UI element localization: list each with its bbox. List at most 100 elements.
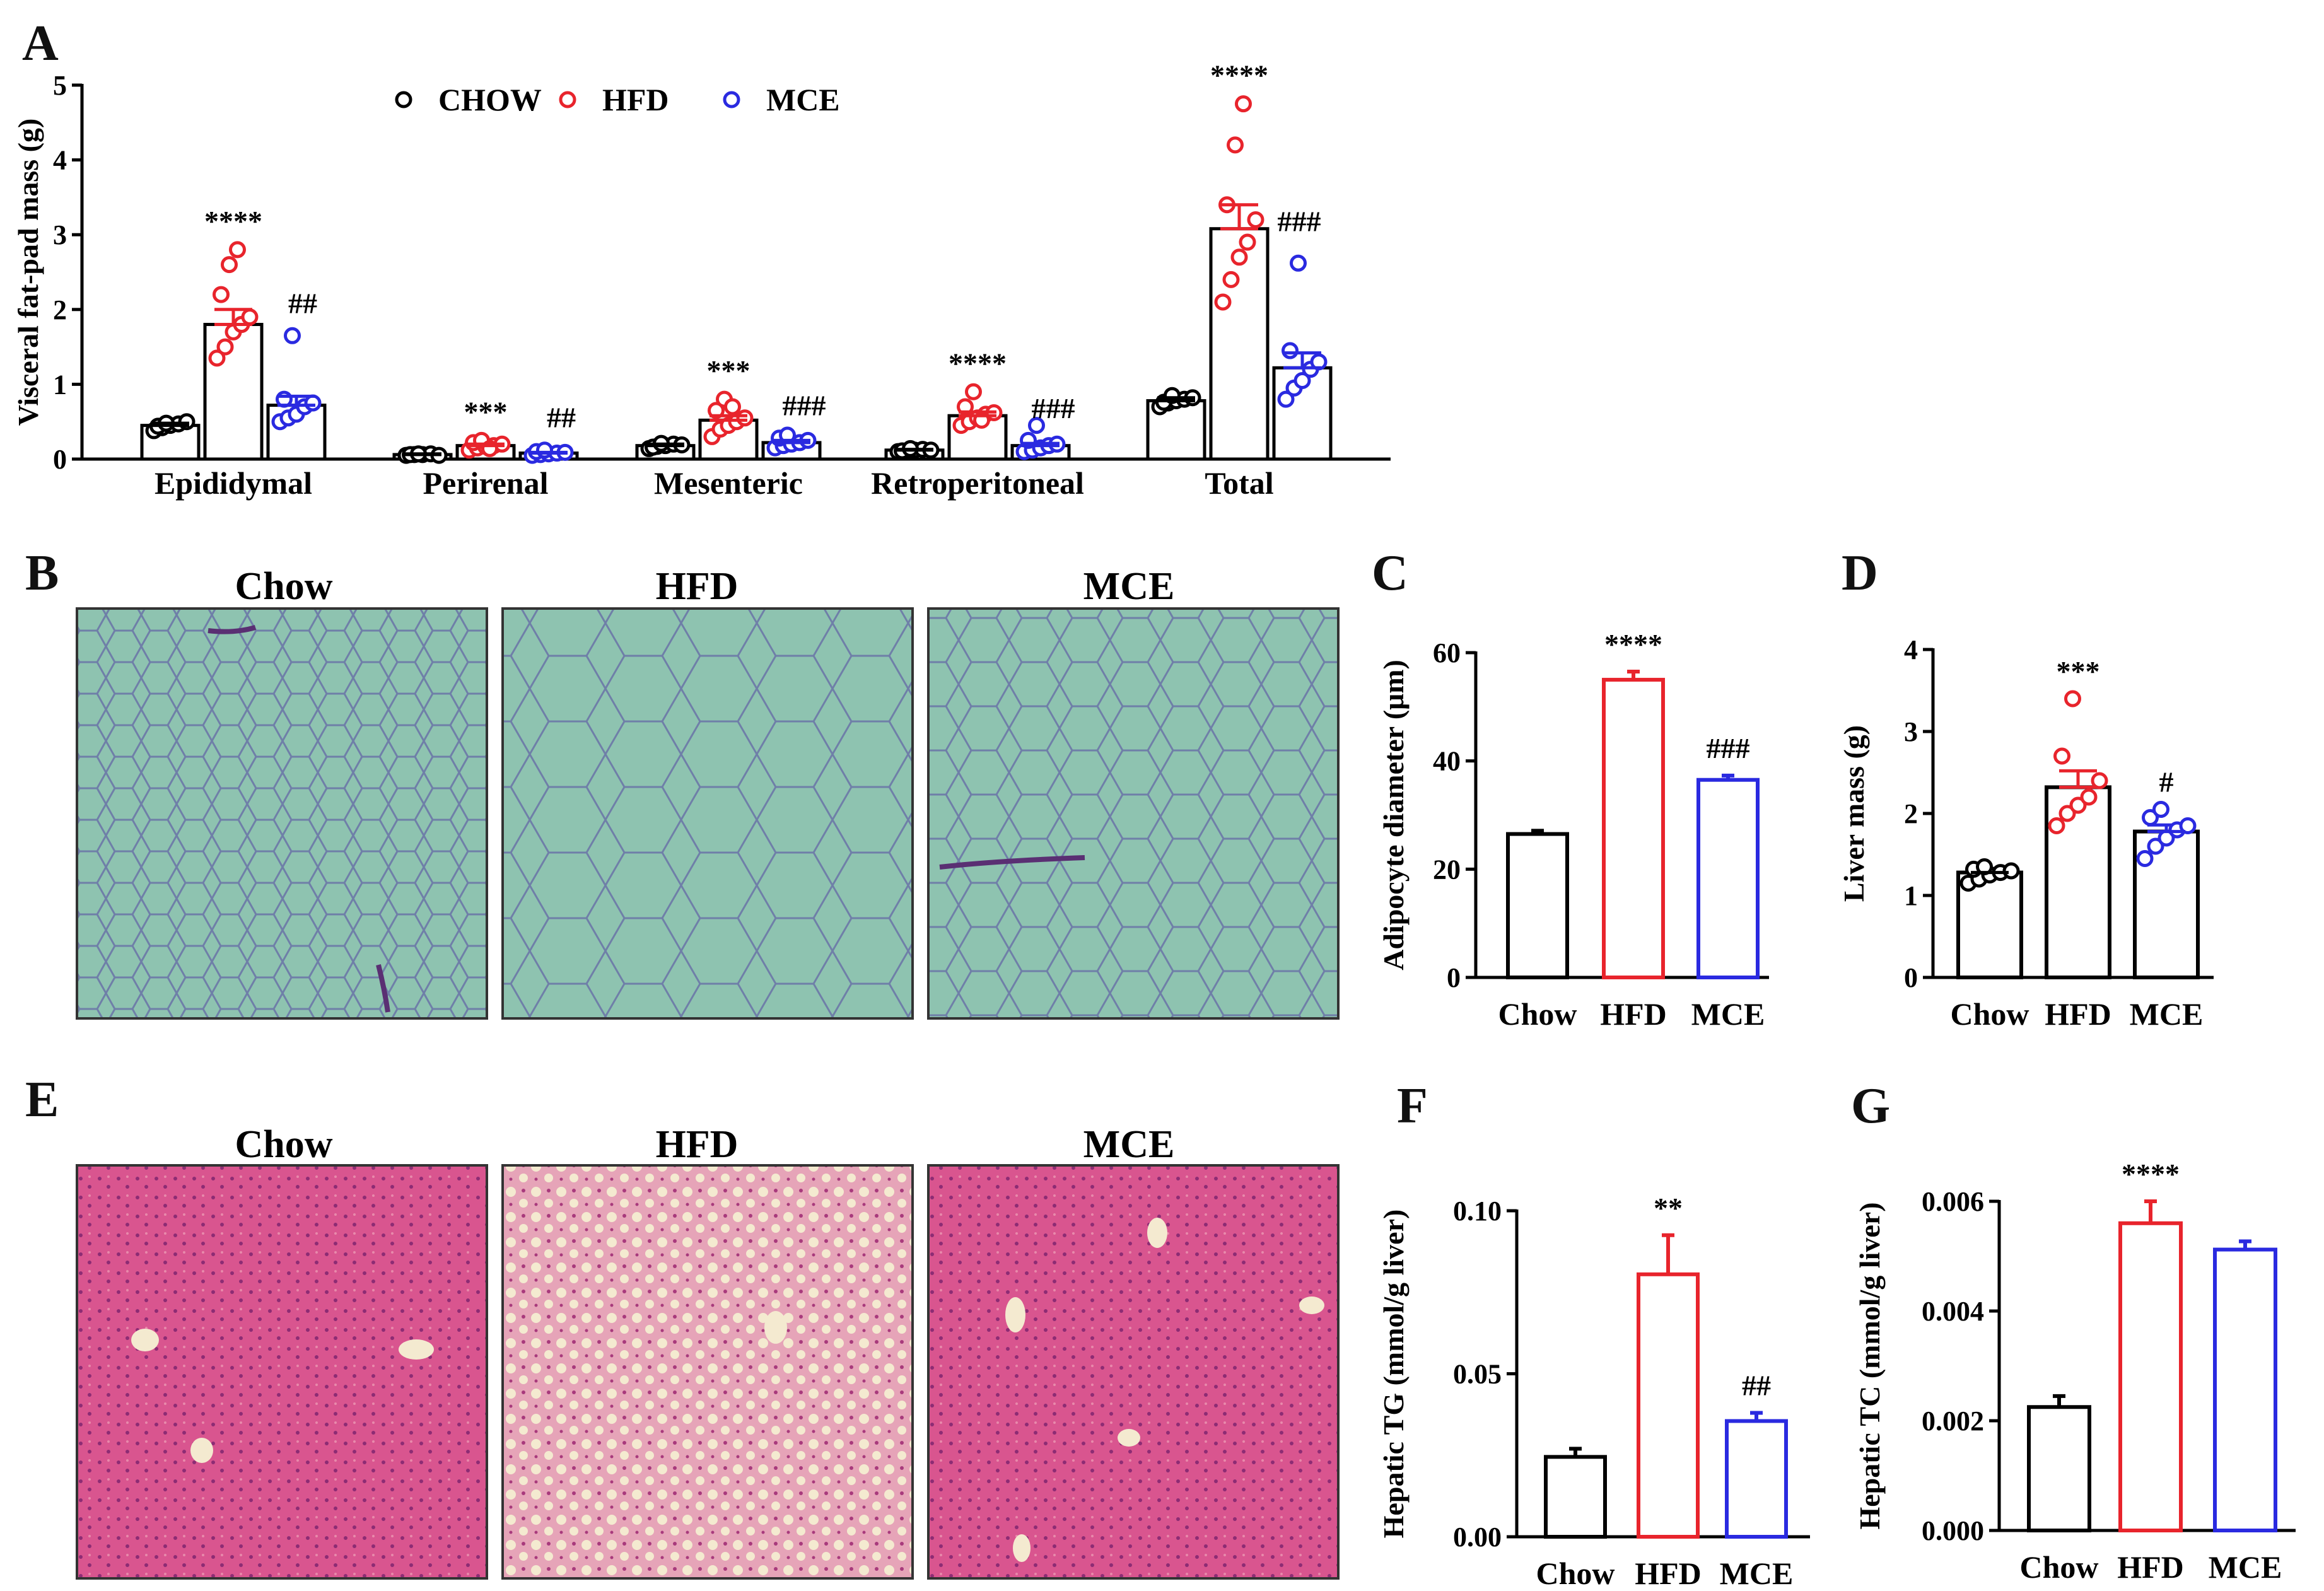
a-legend-marker <box>395 91 412 108</box>
a-significance: ## <box>288 288 317 320</box>
g-y-axis-title: Hepatic TC (mmol/g liver) <box>1854 1202 1886 1529</box>
d-significance: # <box>2159 766 2174 798</box>
panel-label-b: B <box>25 545 59 601</box>
a-legend-label: HFD <box>602 82 669 117</box>
liver-vein-mce-1 <box>1147 1218 1167 1248</box>
g-category-label: Chow <box>2019 1549 2098 1585</box>
d-category-label: Chow <box>1950 996 2029 1032</box>
d-bar-hfd <box>2045 785 2111 980</box>
d-point-mce <box>2147 837 2164 855</box>
g-y-tick-label: 0.000 <box>1922 1515 1984 1546</box>
g-bar-mce <box>2213 1247 2277 1533</box>
f-category-label: Chow <box>1536 1556 1615 1591</box>
A-y-tick-label: 1 <box>53 369 67 400</box>
a-legend-label: MCE <box>766 82 840 117</box>
a-significance: ### <box>1278 205 1321 237</box>
liver-vein-mce-2 <box>1005 1297 1025 1332</box>
d-point-chow <box>2002 862 2020 880</box>
a-significance: **** <box>949 347 1007 379</box>
f-bar-chow <box>1544 1455 1607 1539</box>
a-point-hfd <box>1230 248 1248 266</box>
a-bar-hfd <box>1209 227 1270 461</box>
f-bar-mce <box>1725 1419 1788 1539</box>
liver-vein-chow-1 <box>131 1329 159 1351</box>
f-category-label: HFD <box>1635 1556 1702 1591</box>
chart-hepatic-tg: 0.00 0.05 0.10 Hepatic TG (mmol/g liver) Cho… <box>1377 1192 1810 1591</box>
liver-vein-chow-2 <box>399 1339 434 1360</box>
a-point-mce <box>1293 371 1311 389</box>
f-significance: ## <box>1742 1370 1771 1402</box>
panel-label-g: G <box>1851 1078 1890 1134</box>
a-legend-label: CHOW <box>438 82 542 117</box>
c-bar-hfd <box>1602 677 1665 979</box>
d-point-mce <box>2136 850 2154 867</box>
a-point-hfd <box>1222 271 1240 288</box>
a-significance: **** <box>1210 59 1268 91</box>
c-significance: ### <box>1707 732 1750 764</box>
f-category-label: MCE <box>1720 1556 1794 1591</box>
g-category-label: MCE <box>2209 1549 2282 1585</box>
liver-image-mce <box>927 1164 1340 1580</box>
adipose-title-mce: MCE <box>1083 565 1175 608</box>
f-y-tick-label: 0.00 <box>1453 1522 1502 1553</box>
adipose-vessel-chow <box>207 625 390 1013</box>
panel-label-f: F <box>1397 1078 1428 1134</box>
a-point-mce <box>536 441 553 459</box>
panel-label-c: C <box>1372 545 1408 601</box>
g-category-label: HFD <box>2117 1549 2184 1585</box>
a-point-mce <box>304 394 322 412</box>
c-y-axis-title: Adipocyte diameter (μm) <box>1377 660 1410 970</box>
a-point-hfd <box>1214 293 1232 311</box>
d-category-label: HFD <box>2045 996 2111 1032</box>
c-category-label: Chow <box>1498 996 1577 1032</box>
liver-vein-mce-3 <box>1299 1297 1324 1314</box>
a-point-hfd <box>241 308 259 326</box>
adipose-image-mce <box>927 607 1340 1020</box>
liver-micrographs: Chow HFD MCE <box>76 1123 1340 1580</box>
d-point-hfd <box>2048 817 2065 834</box>
d-category-label: MCE <box>2130 996 2204 1032</box>
a-point-hfd <box>957 398 974 416</box>
A-y-tick-label: 4 <box>53 145 67 176</box>
a-point-hfd <box>216 338 234 356</box>
a-point-mce <box>284 327 301 344</box>
a-point-hfd <box>736 409 754 427</box>
a-point-hfd <box>1247 211 1264 228</box>
d-point-hfd <box>2053 747 2070 765</box>
adipose-title-chow: Chow <box>235 565 332 608</box>
A-y-tick-label: 5 <box>53 70 67 101</box>
liver-vein-mce-5 <box>1013 1534 1031 1562</box>
a-point-hfd <box>1239 233 1256 251</box>
a-legend-marker <box>559 91 576 108</box>
a-significance: ### <box>1032 392 1075 424</box>
c-y-tick-label: 40 <box>1433 746 1461 777</box>
panel-label-d: D <box>1842 545 1878 601</box>
a-category-label: Epididymal <box>155 465 312 501</box>
d-point-mce <box>2179 817 2197 834</box>
liver-vein-mce-4 <box>1118 1429 1140 1447</box>
f-y-tick-label: 0.10 <box>1453 1196 1502 1227</box>
d-point-hfd <box>2091 772 2108 790</box>
f-bar-hfd <box>1637 1272 1700 1539</box>
a-significance: *** <box>707 354 750 387</box>
c-y-tick-label: 60 <box>1433 638 1461 668</box>
a-category-label: Retroperitoneal <box>871 465 1084 501</box>
g-y-tick-label: 0.006 <box>1922 1186 1984 1217</box>
c-y-tick-label: 0 <box>1447 962 1461 993</box>
d-y-tick-label: 4 <box>1904 634 1918 665</box>
a-category-label: Perirenal <box>423 465 549 501</box>
a-point-hfd <box>724 398 741 416</box>
a-category-label: Total <box>1205 465 1273 501</box>
a-point-hfd <box>213 286 230 303</box>
g-bar-hfd <box>2118 1221 2183 1533</box>
c-bar-mce <box>1696 778 1760 980</box>
a-significance: ### <box>783 389 826 421</box>
adipose-vessel-mce <box>939 855 1085 870</box>
a-point-mce <box>1282 342 1299 359</box>
a-significance: *** <box>464 395 508 428</box>
a-point-mce <box>1277 390 1295 408</box>
d-point-hfd <box>2058 805 2076 822</box>
g-significance: **** <box>2122 1158 2180 1190</box>
chart-hepatic-tc: 0.000 0.002 0.004 0.006 Hepatic TC (mmol/g l… <box>1854 1158 2296 1585</box>
a-legend-marker <box>723 91 740 108</box>
